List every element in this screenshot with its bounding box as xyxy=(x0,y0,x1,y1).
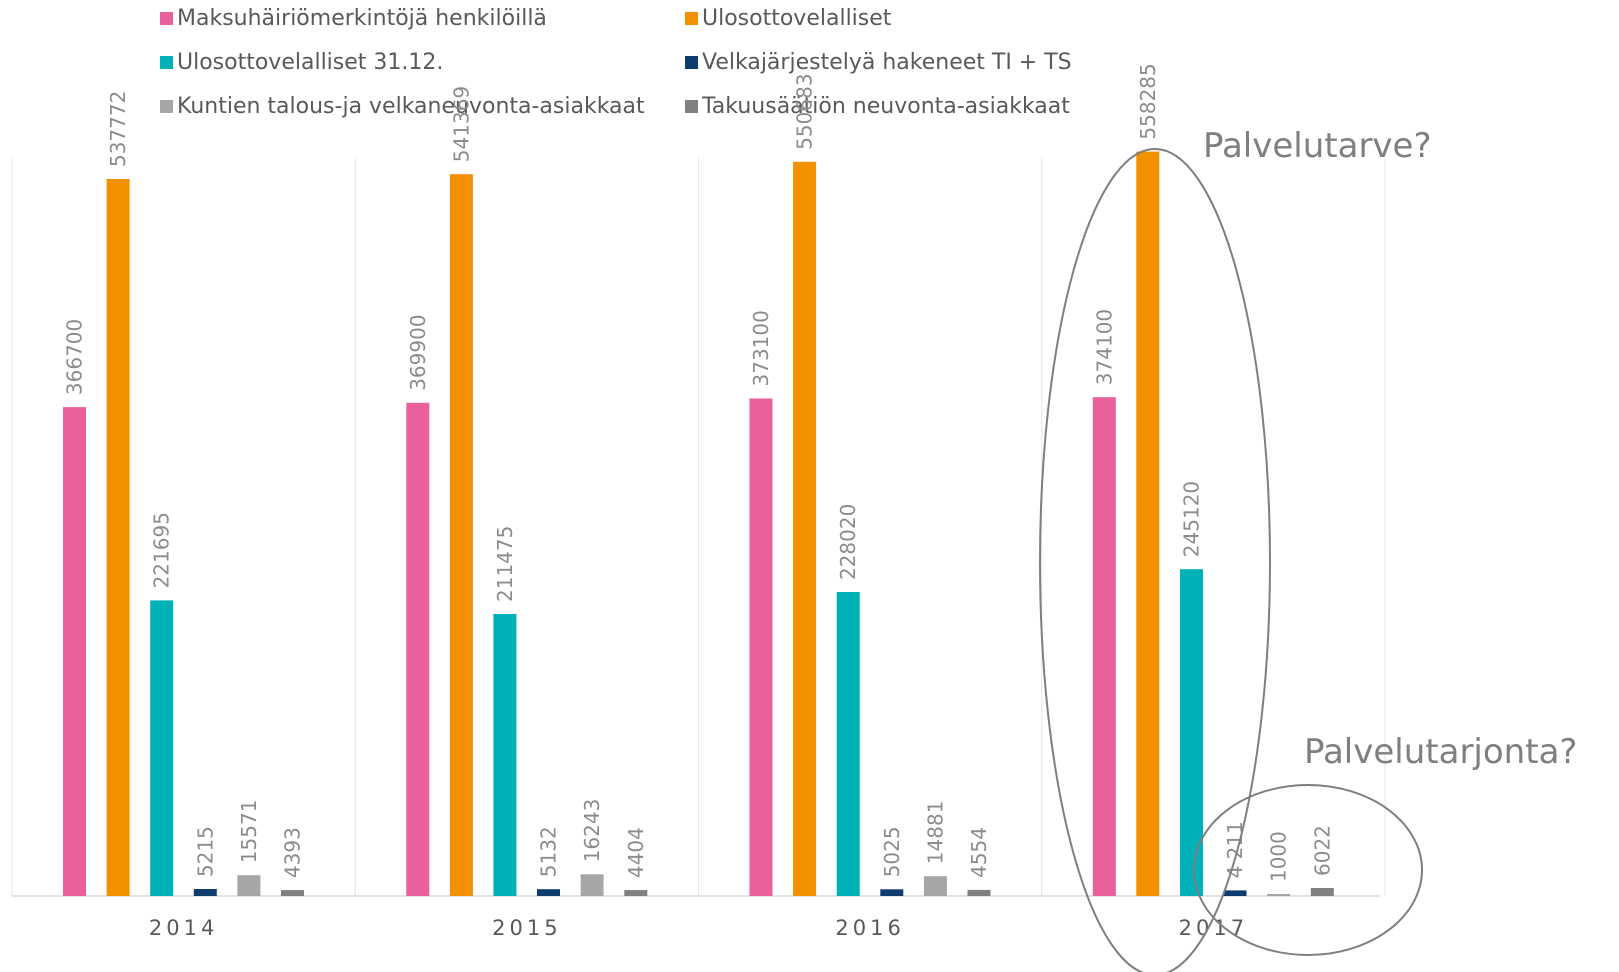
bar xyxy=(749,398,773,896)
category-separators xyxy=(11,158,1386,896)
bar xyxy=(150,600,174,896)
legend-item-maksuhairiot: Maksuhäiriömerkintöjä henkilöillä xyxy=(160,6,547,31)
bar xyxy=(63,407,86,896)
bar xyxy=(1223,890,1247,896)
bar xyxy=(1310,888,1334,896)
legend-label: Ulosottovelalliset 31.12. xyxy=(177,50,444,75)
bar xyxy=(923,876,947,896)
data-label: 15571 xyxy=(237,800,261,864)
annotation-palvelutarjonta: Palvelutarjonta? xyxy=(1304,732,1577,772)
bar xyxy=(880,889,904,896)
bar xyxy=(1092,397,1116,896)
annotation-ellipse-palvelutarve xyxy=(1039,148,1271,972)
x-tick-label: 2016 xyxy=(835,916,904,940)
bar xyxy=(193,889,217,896)
legend-swatch xyxy=(160,56,173,69)
bar xyxy=(406,402,430,896)
data-label: 211475 xyxy=(493,526,517,602)
legend-item-kuntien-neuvonta: Kuntien talous-ja velkaneuvonta-asiakkaa… xyxy=(160,94,645,119)
data-label: 366700 xyxy=(63,319,87,395)
data-label: 369900 xyxy=(406,314,430,390)
data-label: 6022 xyxy=(1310,825,1334,876)
data-label: 1000 xyxy=(1267,831,1291,882)
x-tick-label: 2014 xyxy=(149,916,218,940)
annotation-palvelutarve: Palvelutarve? xyxy=(1203,126,1432,166)
data-labels: 366700 537772 221695 5215 15571 4393 369900 541… xyxy=(63,63,1335,882)
legend-item-velkajarjestely: Velkajärjestelyä hakeneet TI + TS xyxy=(685,50,1072,75)
bar xyxy=(1267,894,1291,896)
data-label: 5025 xyxy=(880,826,904,877)
bar xyxy=(1180,569,1203,896)
bar xyxy=(281,890,304,896)
legend-swatch xyxy=(685,100,698,113)
legend: Maksuhäiriömerkintöjä henkilöillä Ulosot… xyxy=(0,0,1619,125)
x-tick-labels: 2014 2015 2016 2017 xyxy=(149,916,1244,940)
legend-label: Velkajärjestelyä hakeneet TI + TS xyxy=(702,50,1072,75)
data-label: 558285 xyxy=(1136,63,1160,139)
bar xyxy=(449,174,473,896)
annotations: Palvelutarve? Palvelutarjonta? xyxy=(1039,126,1577,972)
bar xyxy=(836,592,860,896)
data-label: 4404 xyxy=(624,827,648,878)
data-label: 221695 xyxy=(150,512,174,588)
legend-label: Kuntien talous-ja velkaneuvonta-asiakkaa… xyxy=(177,94,645,119)
data-label: 4393 xyxy=(281,827,305,878)
data-label: 5215 xyxy=(193,826,217,877)
bar xyxy=(537,889,560,896)
legend-item-ulosottovelalliset-3112: Ulosottovelalliset 31.12. xyxy=(160,50,443,75)
data-label: 5132 xyxy=(537,826,561,877)
annotation-ellipse-palvelutarjonta xyxy=(1193,784,1423,956)
legend-label: Ulosottovelalliset xyxy=(702,6,892,31)
data-label: 373100 xyxy=(749,310,773,386)
bar xyxy=(1136,151,1160,897)
legend-item-ulosottovelalliset: Ulosottovelalliset xyxy=(685,6,891,31)
data-label: 14881 xyxy=(923,801,947,865)
bar xyxy=(580,874,604,896)
bar xyxy=(624,890,648,896)
bar xyxy=(106,179,130,896)
bars xyxy=(63,151,1334,897)
bar xyxy=(237,875,261,896)
legend-label: Takuusäätiön neuvonta-asiakkaat xyxy=(702,94,1070,119)
data-label: 245120 xyxy=(1180,481,1204,557)
data-label: 541369 xyxy=(449,86,473,162)
legend-swatch xyxy=(685,56,698,69)
legend-swatch xyxy=(685,12,698,25)
data-label: 374100 xyxy=(1092,309,1116,385)
data-label: 228020 xyxy=(836,504,860,580)
bar xyxy=(967,889,991,896)
data-label: 550683 xyxy=(793,73,817,149)
legend-item-takuusaatio: Takuusäätiön neuvonta-asiakkaat xyxy=(685,94,1070,119)
data-label: 537772 xyxy=(106,91,130,167)
legend-swatch xyxy=(160,12,173,25)
legend-label: Maksuhäiriömerkintöjä henkilöillä xyxy=(177,6,547,31)
bar xyxy=(493,614,517,896)
data-label: 4554 xyxy=(967,827,991,878)
legend-swatch xyxy=(160,100,173,113)
data-label: 16243 xyxy=(580,799,604,863)
x-tick-label: 2015 xyxy=(492,916,561,940)
bar xyxy=(793,161,817,897)
